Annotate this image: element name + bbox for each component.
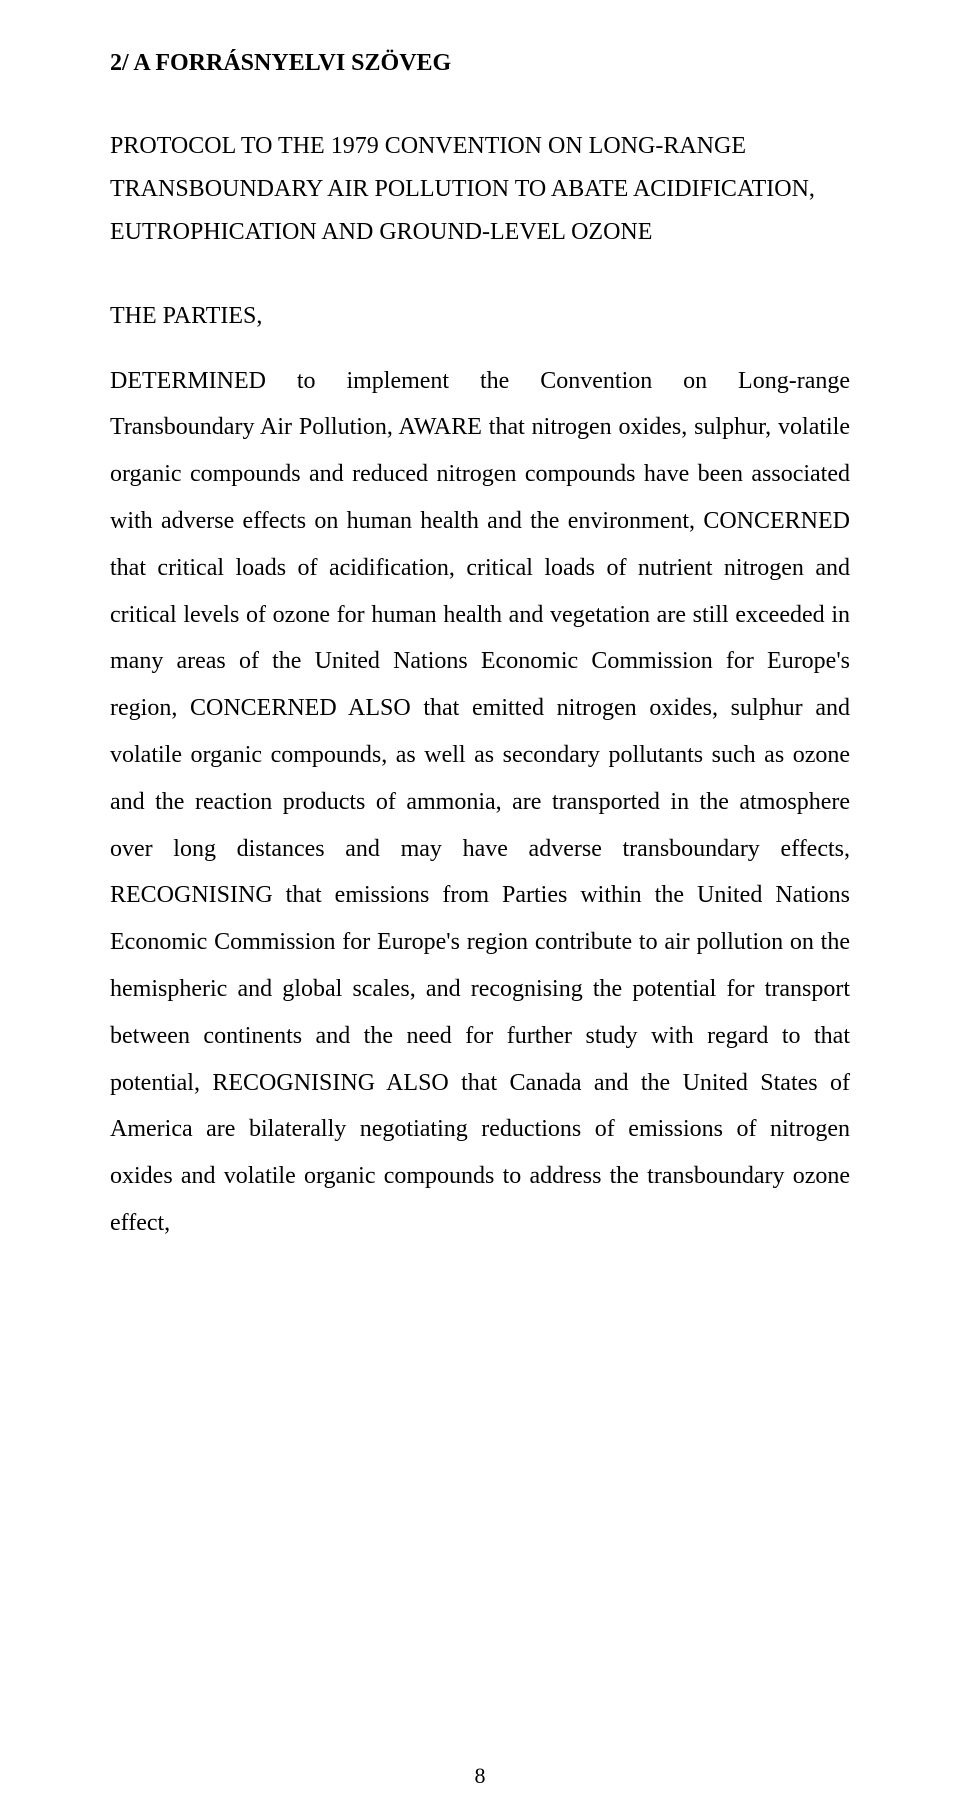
parties-line: THE PARTIES,: [110, 303, 850, 330]
document-title: PROTOCOL TO THE 1979 CONVENTION ON LONG-…: [110, 125, 850, 255]
page-number: 8: [0, 1763, 960, 1789]
body-paragraph: DETERMINED to implement the Convention o…: [110, 358, 850, 1247]
section-heading: 2/ A FORRÁSNYELVI SZÖVEG: [110, 50, 850, 77]
